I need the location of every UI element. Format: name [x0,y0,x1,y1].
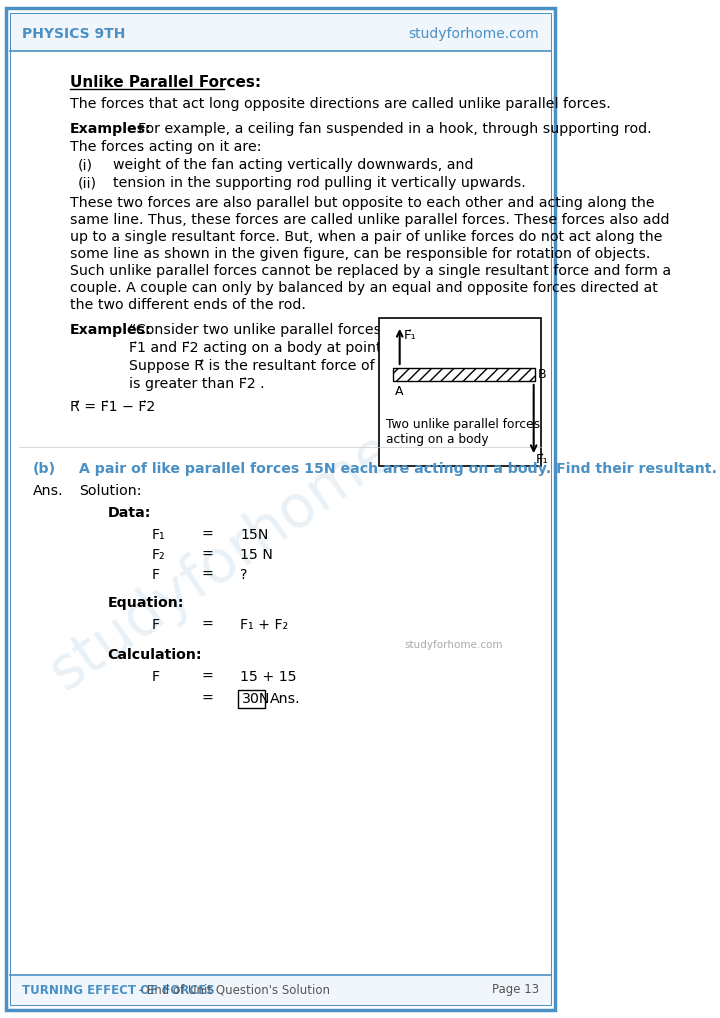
Text: 15N: 15N [240,528,269,542]
Text: studyforhome.com: studyforhome.com [404,640,503,651]
Text: Calculation:: Calculation: [107,648,202,662]
Text: For example, a ceiling fan suspended in a hook, through supporting rod.: For example, a ceiling fan suspended in … [130,122,652,136]
Text: Ans.: Ans. [270,692,301,706]
Text: 15 + 15: 15 + 15 [240,670,297,684]
Text: =: = [201,618,213,632]
Text: studyforhome.com: studyforhome.com [408,27,539,41]
Text: acting on a body: acting on a body [386,433,488,446]
Text: Page 13: Page 13 [492,983,539,997]
Text: some line as shown in the given figure, can be responsible for rotation of objec: some line as shown in the given figure, … [70,247,650,261]
Text: ?: ? [240,568,248,582]
Text: (b): (b) [32,462,56,476]
Text: Equation:: Equation: [107,596,184,610]
Text: (i): (i) [78,158,93,172]
Text: Suppose R⃗ is the resultant force of F⃗1 and F⃗2 . Here F⃗1: Suppose R⃗ is the resultant force of F⃗1… [130,359,518,373]
Text: “Consider two unlike parallel forces: “Consider two unlike parallel forces [130,323,382,337]
Text: F⃗1 and F⃗2 acting on a body at point “A” and “B”.: F⃗1 and F⃗2 acting on a body at point “A… [130,341,471,355]
Text: F₁: F₁ [152,528,166,542]
Bar [238,690,265,708]
Text: F⃗₁: F⃗₁ [404,329,416,342]
Text: F: F [152,618,160,632]
Text: the two different ends of the rod.: the two different ends of the rod. [70,298,306,312]
Text: A pair of like parallel forces 15N each are acting on a body. Find their resulta: A pair of like parallel forces 15N each … [79,462,717,476]
Bar [10,975,551,1005]
Text: weight of the fan acting vertically downwards, and: weight of the fan acting vertically down… [113,158,474,172]
Text: same line. Thus, these forces are called unlike parallel forces. These forces al: same line. Thus, these forces are called… [70,213,670,227]
Text: Examples:: Examples: [70,323,152,337]
Bar [393,367,535,381]
Text: F⃗₁: F⃗₁ [536,453,549,466]
Text: studyforhome.com: studyforhome.com [39,339,522,701]
Text: F₂: F₂ [152,548,166,562]
Text: The forces acting on it are:: The forces acting on it are: [70,140,261,154]
Text: Such unlike parallel forces cannot be replaced by a single resultant force and f: Such unlike parallel forces cannot be re… [70,264,671,278]
Text: couple. A couple can only by balanced by an equal and opposite forces directed a: couple. A couple can only by balanced by… [70,281,658,295]
Text: =: = [201,528,213,542]
Text: - End of Unit Question's Solution: - End of Unit Question's Solution [135,983,330,997]
Text: Ans.: Ans. [32,484,63,498]
Text: Unlike Parallel Forces:: Unlike Parallel Forces: [70,75,261,90]
Text: F: F [152,568,160,582]
Text: Data:: Data: [107,506,151,520]
Text: A: A [395,385,403,398]
Text: R⃗ = F⃗1 − F⃗2: R⃗ = F⃗1 − F⃗2 [70,400,156,414]
Text: tension in the supporting rod pulling it vertically upwards.: tension in the supporting rod pulling it… [113,176,526,190]
Text: is greater than F⃗2 .: is greater than F⃗2 . [130,377,265,391]
Text: 15 N: 15 N [240,548,273,562]
Text: (ii): (ii) [78,176,97,190]
Text: F₁ + F₂: F₁ + F₂ [240,618,288,632]
Text: =: = [201,670,213,684]
Text: Solution:: Solution: [79,484,142,498]
Text: The forces that act long opposite directions are called unlike parallel forces.: The forces that act long opposite direct… [70,97,611,111]
Text: up to a single resultant force. But, when a pair of unlike forces do not act alo: up to a single resultant force. But, whe… [70,230,662,244]
Text: 30N: 30N [241,692,270,706]
Text: =: = [201,548,213,562]
Text: Two unlike parallel forces: Two unlike parallel forces [386,418,540,431]
Text: TURNING EFFECT OF FORCES: TURNING EFFECT OF FORCES [22,983,215,997]
Text: =: = [201,692,213,706]
Text: Examples:: Examples: [70,122,152,136]
Text: B: B [538,367,546,381]
Text: PHYSICS 9TH: PHYSICS 9TH [22,27,125,41]
Text: =: = [201,568,213,582]
Bar [10,13,551,51]
Text: F: F [152,670,160,684]
Text: These two forces are also parallel but opposite to each other and acting along t: These two forces are also parallel but o… [70,196,654,210]
Bar [379,318,541,466]
